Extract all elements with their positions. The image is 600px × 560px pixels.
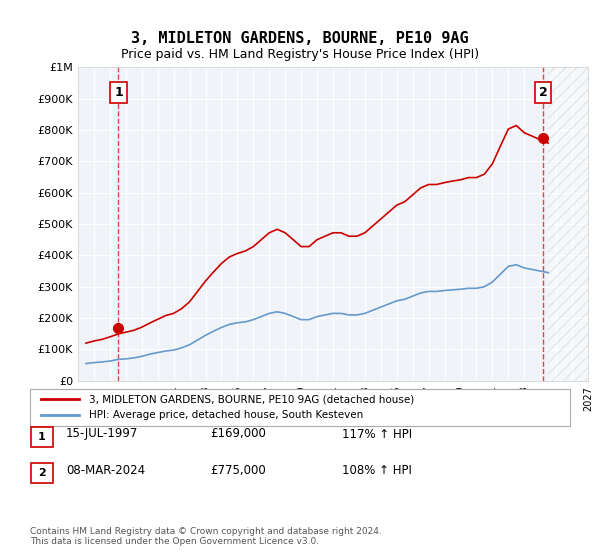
Text: 1: 1: [38, 432, 46, 442]
Text: 3, MIDLETON GARDENS, BOURNE, PE10 9AG: 3, MIDLETON GARDENS, BOURNE, PE10 9AG: [131, 31, 469, 46]
Text: £775,000: £775,000: [210, 464, 266, 477]
FancyBboxPatch shape: [31, 463, 53, 483]
FancyBboxPatch shape: [30, 389, 570, 426]
Text: 117% ↑ HPI: 117% ↑ HPI: [342, 427, 412, 441]
Text: 15-JUL-1997: 15-JUL-1997: [66, 427, 139, 441]
Text: 3, MIDLETON GARDENS, BOURNE, PE10 9AG (detached house): 3, MIDLETON GARDENS, BOURNE, PE10 9AG (d…: [89, 394, 415, 404]
Text: Price paid vs. HM Land Registry's House Price Index (HPI): Price paid vs. HM Land Registry's House …: [121, 48, 479, 60]
Text: 2: 2: [38, 468, 46, 478]
Text: 08-MAR-2024: 08-MAR-2024: [66, 464, 145, 477]
Text: 1: 1: [114, 86, 123, 99]
Text: 108% ↑ HPI: 108% ↑ HPI: [342, 464, 412, 477]
Text: £169,000: £169,000: [210, 427, 266, 441]
Text: HPI: Average price, detached house, South Kesteven: HPI: Average price, detached house, Sout…: [89, 410, 364, 421]
Text: 2: 2: [539, 86, 547, 99]
Text: Contains HM Land Registry data © Crown copyright and database right 2024.
This d: Contains HM Land Registry data © Crown c…: [30, 526, 382, 546]
FancyBboxPatch shape: [31, 427, 53, 447]
